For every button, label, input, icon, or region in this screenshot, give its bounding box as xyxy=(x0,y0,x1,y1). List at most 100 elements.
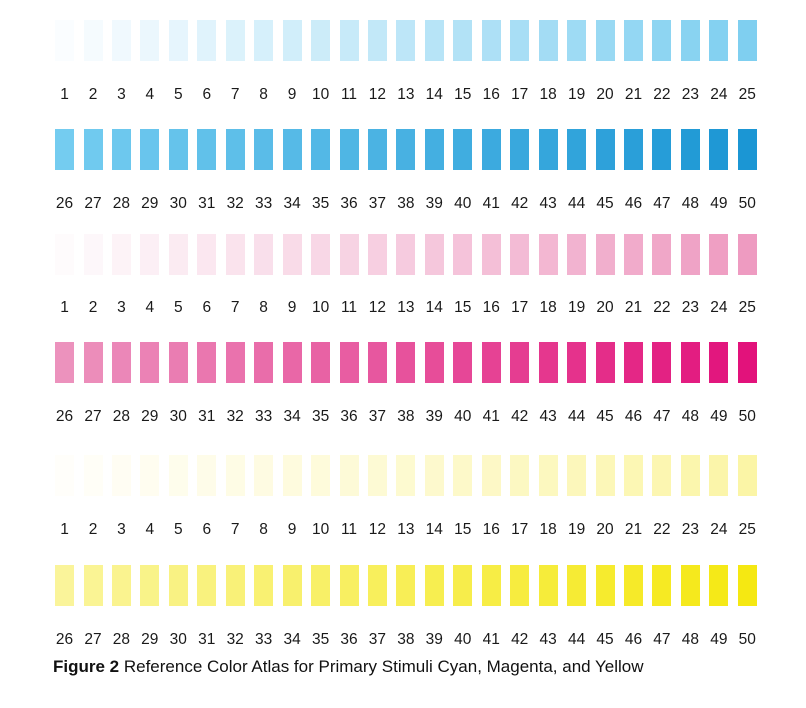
swatch-number-yellow-1-25-14: 14 xyxy=(425,521,443,538)
swatch-number-yellow-26-50-48: 48 xyxy=(681,631,700,648)
swatch-number-magenta-1-25-11: 11 xyxy=(340,299,358,316)
swatch-number-magenta-26-50-31: 31 xyxy=(198,408,216,425)
swatch-number-cyan-1-25-21: 21 xyxy=(624,86,643,103)
swatch-cyan-26-50-35 xyxy=(311,129,331,170)
figure-label: Figure 2 xyxy=(53,657,120,676)
swatch-number-magenta-26-50-28: 28 xyxy=(112,408,131,425)
swatch-number-magenta-1-25-15: 15 xyxy=(454,299,472,316)
swatch-number-cyan-26-50-46: 46 xyxy=(624,195,643,212)
swatch-yellow-26-50-49 xyxy=(709,565,729,606)
swatch-yellow-1-25-19 xyxy=(567,455,587,496)
swatch-yellow-26-50-32 xyxy=(225,565,245,606)
swatch-number-yellow-1-25-9: 9 xyxy=(287,521,297,538)
swatch-number-yellow-1-25-24: 24 xyxy=(710,521,728,538)
swatch-number-yellow-1-25-15: 15 xyxy=(454,521,472,538)
swatch-number-magenta-1-25-8: 8 xyxy=(259,299,268,316)
swatch-yellow-1-25-23 xyxy=(680,455,700,496)
swatch-number-magenta-26-50-26: 26 xyxy=(55,408,74,425)
swatch-yellow-1-25-1 xyxy=(55,455,74,496)
swatch-magenta-1-25-10 xyxy=(311,234,331,275)
swatch-cyan-1-25-15 xyxy=(453,20,473,61)
swatch-magenta-26-50-35 xyxy=(311,342,331,383)
swatch-number-cyan-1-25-16: 16 xyxy=(482,86,500,103)
swatch-number-yellow-1-25-11: 11 xyxy=(340,521,358,538)
swatch-number-magenta-1-25-9: 9 xyxy=(287,299,297,316)
swatch-number-yellow-26-50-35: 35 xyxy=(311,631,330,648)
swatch-magenta-1-25-8 xyxy=(254,234,274,275)
swatch-number-magenta-1-25-24: 24 xyxy=(710,299,728,316)
swatch-magenta-1-25-16 xyxy=(481,234,501,275)
swatch-number-magenta-26-50-32: 32 xyxy=(226,408,244,425)
swatch-number-magenta-26-50-29: 29 xyxy=(141,408,159,425)
swatch-magenta-26-50-47 xyxy=(652,342,672,383)
swatch-magenta-26-50-29 xyxy=(140,342,160,383)
swatch-number-magenta-26-50-48: 48 xyxy=(681,408,700,425)
swatch-yellow-1-25-24 xyxy=(709,455,729,496)
swatch-number-yellow-26-50-32: 32 xyxy=(226,631,244,648)
swatch-yellow-1-25-13 xyxy=(396,455,416,496)
swatch-magenta-26-50-37 xyxy=(367,342,387,383)
swatch-yellow-26-50-44 xyxy=(567,565,587,606)
swatch-cyan-1-25-18 xyxy=(538,20,558,61)
swatch-magenta-26-50-42 xyxy=(510,342,530,383)
swatch-number-yellow-26-50-28: 28 xyxy=(112,631,131,648)
swatch-yellow-1-25-22 xyxy=(652,455,672,496)
swatch-magenta-1-25-23 xyxy=(680,234,700,275)
swatch-number-cyan-1-25-6: 6 xyxy=(202,86,212,103)
swatch-number-magenta-1-25-7: 7 xyxy=(230,299,240,316)
swatch-cyan-26-50-34 xyxy=(282,129,302,170)
swatch-number-yellow-1-25-21: 21 xyxy=(624,521,643,538)
swatch-number-cyan-26-50-50: 50 xyxy=(738,195,756,212)
swatch-magenta-1-25-17 xyxy=(510,234,530,275)
swatch-number-magenta-1-25-16: 16 xyxy=(482,299,500,316)
swatch-yellow-1-25-14 xyxy=(424,455,444,496)
figure-caption: Figure 2 Reference Color Atlas for Prima… xyxy=(53,657,644,677)
swatch-number-cyan-1-25-13: 13 xyxy=(397,86,415,103)
swatch-yellow-1-25-11 xyxy=(339,455,359,496)
swatch-yellow-26-50-42 xyxy=(510,565,530,606)
swatch-number-cyan-1-25-9: 9 xyxy=(287,86,297,103)
swatch-number-magenta-1-25-17: 17 xyxy=(511,299,529,316)
swatch-number-yellow-1-25-10: 10 xyxy=(311,521,330,538)
swatch-magenta-26-50-46 xyxy=(624,342,643,383)
swatch-number-cyan-1-25-18: 18 xyxy=(539,86,557,103)
swatch-magenta-26-50-49 xyxy=(709,342,729,383)
swatch-number-cyan-26-50-43: 43 xyxy=(539,195,557,212)
swatch-number-cyan-26-50-37: 37 xyxy=(368,195,387,212)
swatch-number-magenta-26-50-41: 41 xyxy=(482,408,500,425)
swatch-number-yellow-1-25-1: 1 xyxy=(60,521,69,538)
swatch-cyan-1-25-14 xyxy=(424,20,444,61)
swatch-number-cyan-26-50-39: 39 xyxy=(425,195,443,212)
swatch-yellow-26-50-43 xyxy=(538,565,558,606)
swatch-number-yellow-26-50-26: 26 xyxy=(55,631,74,648)
swatch-number-cyan-26-50-40: 40 xyxy=(454,195,472,212)
swatch-cyan-1-25-16 xyxy=(481,20,501,61)
swatch-number-cyan-1-25-3: 3 xyxy=(117,86,126,103)
swatch-yellow-1-25-21 xyxy=(624,455,643,496)
swatch-number-yellow-26-50-39: 39 xyxy=(425,631,443,648)
swatch-yellow-26-50-30 xyxy=(168,565,188,606)
swatch-magenta-26-50-30 xyxy=(168,342,188,383)
swatch-yellow-26-50-48 xyxy=(680,565,700,606)
swatch-number-magenta-26-50-42: 42 xyxy=(511,408,529,425)
swatch-cyan-1-25-20 xyxy=(595,20,615,61)
swatch-magenta-1-25-3 xyxy=(111,234,131,275)
swatch-cyan-26-50-38 xyxy=(396,129,416,170)
swatch-number-magenta-26-50-49: 49 xyxy=(710,408,728,425)
swatch-yellow-1-25-18 xyxy=(538,455,558,496)
swatch-yellow-26-50-33 xyxy=(254,565,274,606)
swatch-yellow-26-50-39 xyxy=(424,565,444,606)
swatch-number-magenta-1-25-5: 5 xyxy=(173,299,183,316)
swatch-cyan-1-25-4 xyxy=(140,20,160,61)
swatch-number-yellow-26-50-42: 42 xyxy=(511,631,529,648)
swatch-magenta-1-25-2 xyxy=(83,234,103,275)
swatch-yellow-26-50-34 xyxy=(282,565,302,606)
swatch-cyan-26-50-27 xyxy=(83,129,103,170)
swatch-number-cyan-1-25-4: 4 xyxy=(145,86,155,103)
swatch-number-cyan-26-50-38: 38 xyxy=(397,195,415,212)
swatch-magenta-1-25-20 xyxy=(595,234,615,275)
swatch-magenta-26-50-32 xyxy=(225,342,245,383)
swatch-yellow-26-50-35 xyxy=(311,565,331,606)
swatch-magenta-26-50-33 xyxy=(254,342,274,383)
